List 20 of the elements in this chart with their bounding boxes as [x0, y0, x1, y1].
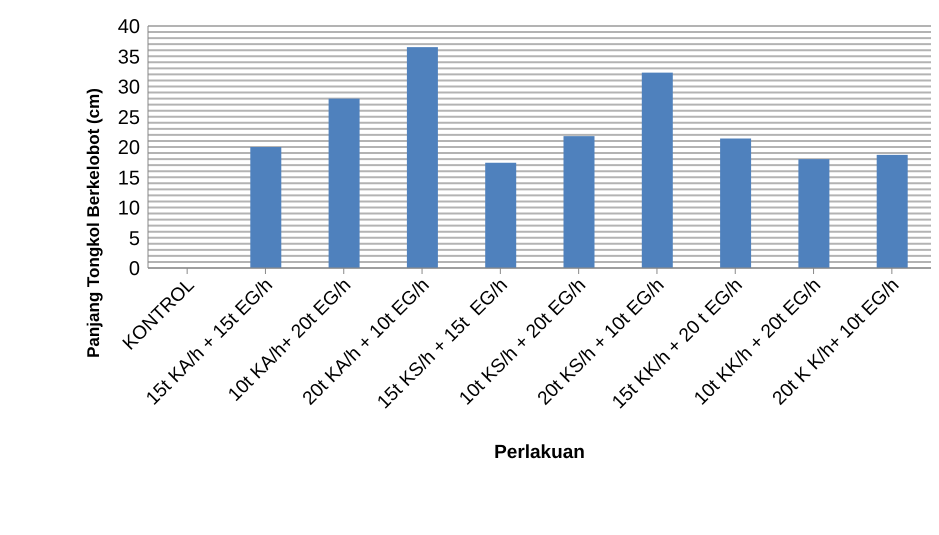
x-axis-title: Perlakuan: [494, 442, 585, 463]
bar: [798, 159, 830, 268]
bar: [406, 47, 438, 268]
y-axis-title: Panjang Tongkol Berkelobot (cm): [84, 88, 104, 358]
y-tick-label: 30: [118, 76, 140, 99]
y-tick-label: 0: [128, 258, 140, 280]
y-tick-label: 40: [118, 16, 140, 38]
bar: [328, 98, 360, 268]
y-tick-label: 35: [118, 46, 140, 68]
y-tick-label: 15: [118, 167, 140, 190]
bar: [485, 162, 516, 268]
bar: [876, 154, 908, 268]
y-tick-label: 20: [118, 137, 140, 160]
bar: [642, 72, 673, 268]
bar: [250, 147, 282, 268]
y-tick-label: 5: [128, 228, 140, 250]
bar: [564, 136, 594, 268]
y-tick-label: 10: [118, 198, 140, 220]
bar: [720, 138, 752, 268]
y-tick-label: 25: [118, 106, 140, 129]
